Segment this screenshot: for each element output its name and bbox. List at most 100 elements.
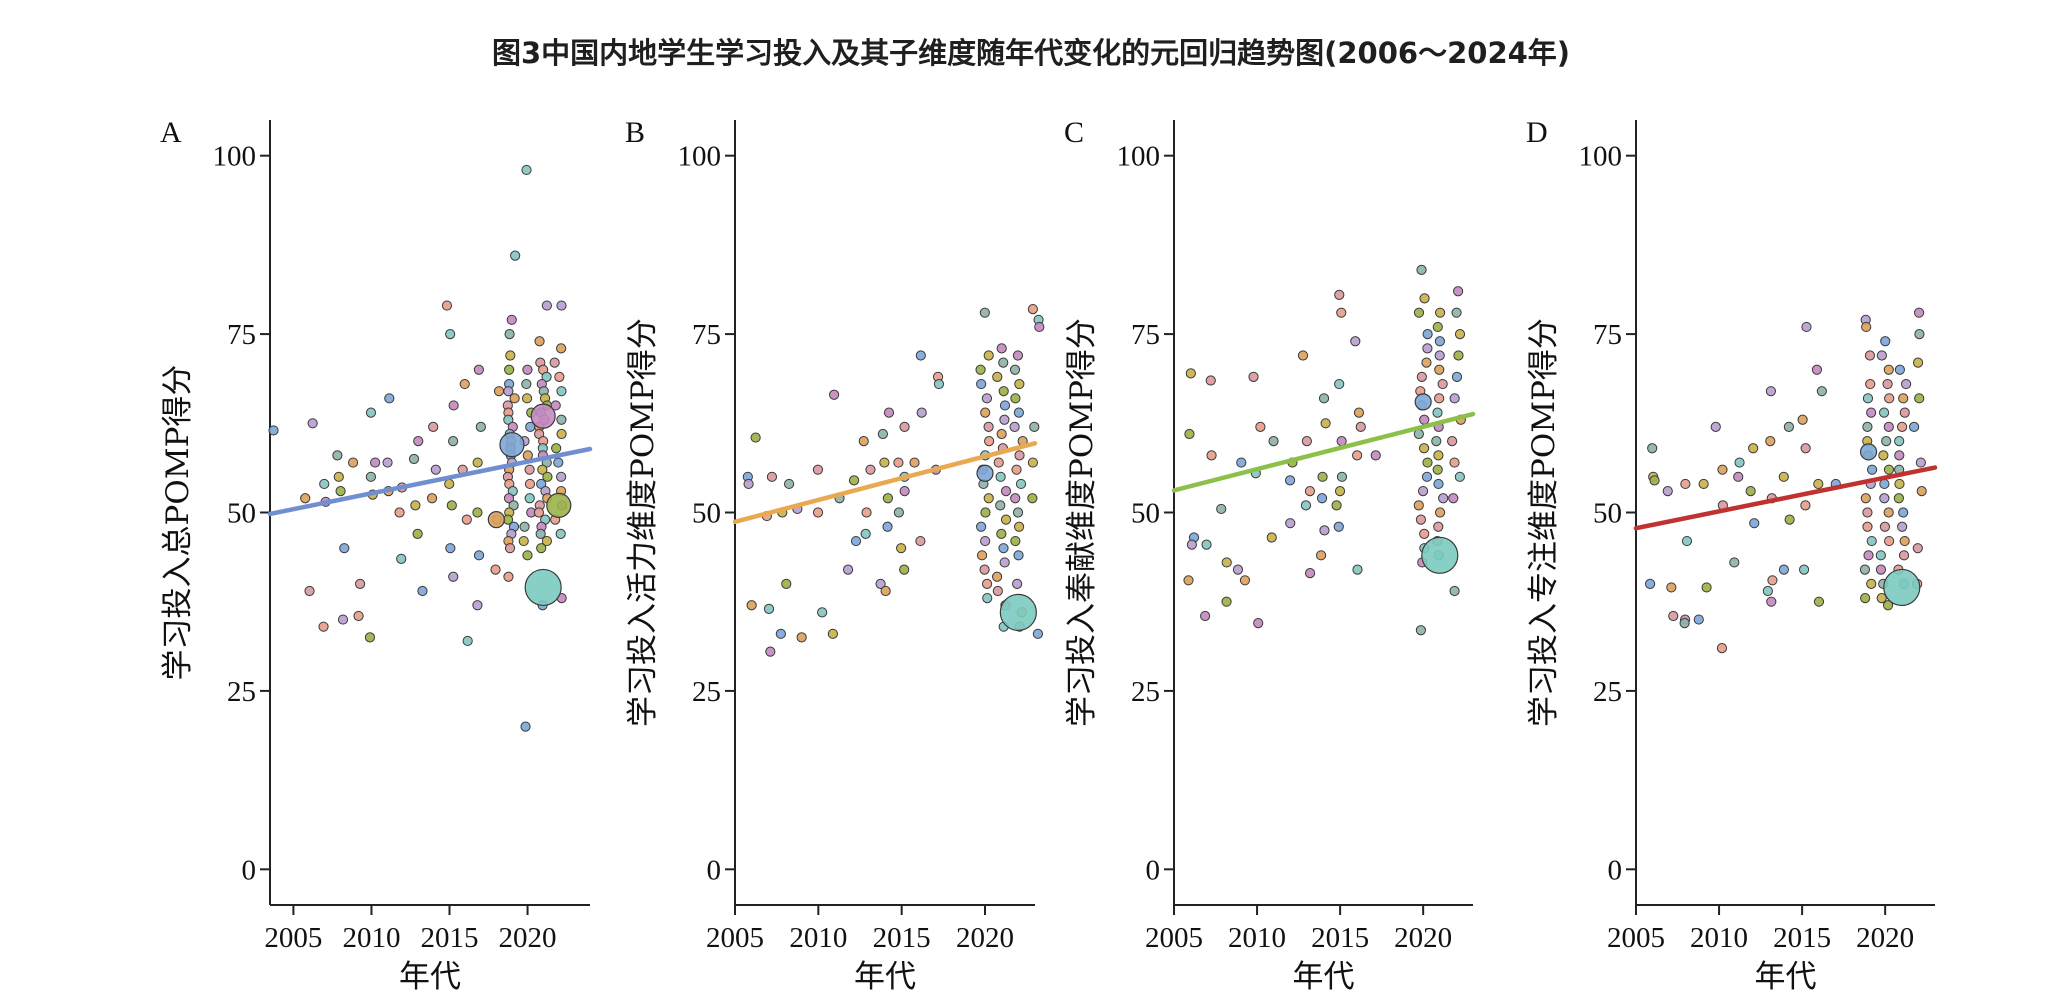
data-point <box>551 443 562 454</box>
data-point <box>1236 457 1247 468</box>
data-point <box>384 393 395 404</box>
data-point <box>333 471 344 482</box>
data-point <box>1862 421 1873 432</box>
data-point <box>503 386 514 397</box>
data-point <box>1451 371 1463 383</box>
data-point <box>1767 575 1778 586</box>
data-point <box>1448 493 1459 504</box>
data-point <box>991 571 1003 582</box>
data-point <box>542 471 553 482</box>
data-point <box>1034 321 1045 333</box>
data-point <box>521 164 532 176</box>
data-point <box>1876 593 1887 604</box>
data-point <box>1866 407 1877 418</box>
data-point <box>332 450 343 461</box>
data-point <box>861 507 872 518</box>
regression-line <box>732 441 1038 525</box>
y-tick-label: 25 <box>1131 676 1160 708</box>
data-point <box>556 414 567 425</box>
large-data-point <box>530 403 556 429</box>
data-point <box>1879 493 1890 504</box>
data-point <box>556 428 567 440</box>
data-point <box>1415 514 1427 525</box>
data-point <box>1437 378 1448 390</box>
data-point <box>1813 596 1825 607</box>
data-point <box>347 457 359 468</box>
data-point <box>430 464 441 475</box>
data-point <box>1881 436 1892 447</box>
panel-d: D 0 25 50 75 100 2005 2010 2015 2020 年代 学习投入专注维度POM… <box>1526 116 1938 995</box>
data-point <box>1432 321 1443 333</box>
data-point <box>1800 443 1811 454</box>
data-point <box>1912 543 1923 554</box>
data-point <box>1027 304 1038 315</box>
data-point <box>765 646 776 657</box>
data-point <box>812 507 824 518</box>
large-data-point <box>976 464 994 482</box>
data-point <box>1914 328 1925 340</box>
data-point <box>355 578 366 589</box>
data-point <box>766 471 778 482</box>
data-point <box>1668 610 1679 622</box>
data-point <box>1863 550 1874 561</box>
data-point <box>472 507 483 518</box>
large-data-point <box>487 511 505 529</box>
data-point <box>998 357 1009 368</box>
data-point <box>750 432 761 443</box>
data-point <box>533 507 544 518</box>
data-point <box>1912 357 1924 368</box>
data-point <box>408 453 420 465</box>
data-point <box>382 457 393 468</box>
data-point <box>1680 478 1691 490</box>
data-point <box>1647 443 1658 454</box>
data-point <box>1449 393 1460 404</box>
y-tick-label: 25 <box>692 676 721 708</box>
data-point <box>1766 596 1777 607</box>
data-point <box>1866 464 1878 475</box>
data-point <box>1434 364 1445 375</box>
data-point <box>1000 485 1012 497</box>
data-point <box>446 500 457 511</box>
x-tick-label: 2010 <box>789 922 847 954</box>
data-point <box>1859 564 1871 575</box>
data-point <box>848 475 860 486</box>
data-point <box>1013 407 1025 418</box>
data-point <box>1255 421 1266 432</box>
data-point <box>1898 550 1910 561</box>
regression-line <box>267 446 593 517</box>
data-point <box>541 535 552 547</box>
data-point <box>1884 393 1895 404</box>
data-point <box>554 371 565 383</box>
data-point <box>1010 535 1021 547</box>
data-point <box>1778 564 1790 575</box>
data-point <box>1861 321 1872 333</box>
data-point <box>503 571 514 582</box>
data-point <box>428 421 439 432</box>
data-point <box>981 578 993 589</box>
data-point <box>1221 596 1232 607</box>
data-point <box>1882 600 1894 611</box>
data-point <box>505 350 516 361</box>
data-point <box>1894 364 1905 375</box>
data-point <box>524 478 536 490</box>
data-point <box>1333 521 1344 532</box>
data-point <box>541 300 552 311</box>
data-point <box>1896 421 1908 432</box>
x-tick-label: 2005 <box>264 922 322 954</box>
y-tick-label: 100 <box>213 141 257 173</box>
data-point <box>993 457 1004 468</box>
data-point <box>365 407 377 418</box>
data-point <box>827 628 838 639</box>
data-point <box>518 535 529 547</box>
data-point <box>522 550 533 561</box>
data-point <box>444 478 455 490</box>
data-point <box>1014 450 1025 461</box>
data-point <box>1216 503 1227 515</box>
data-point <box>979 307 990 318</box>
y-tick-label: 0 <box>242 854 257 886</box>
y-tick-label: 50 <box>1593 498 1622 530</box>
data-point <box>1415 625 1427 636</box>
data-point <box>1901 378 1912 390</box>
data-point <box>300 493 311 504</box>
x-tick-label: 2010 <box>1228 922 1286 954</box>
